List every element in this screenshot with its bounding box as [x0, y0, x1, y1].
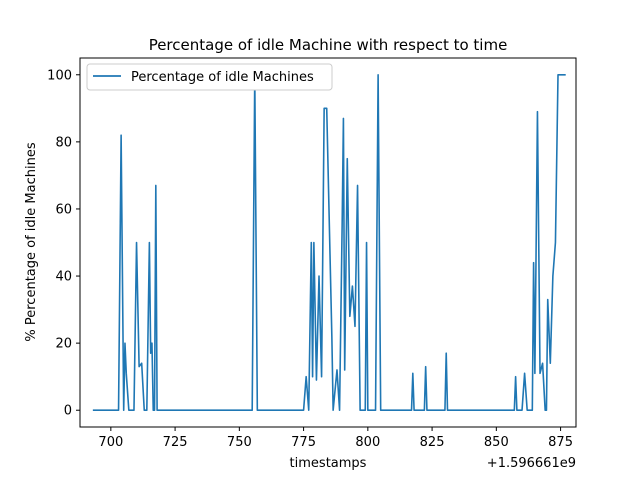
- x-tick-label: 825: [420, 435, 445, 450]
- x-tick-label: 850: [484, 435, 509, 450]
- series-group: [92, 73, 566, 412]
- x-tick-label: 750: [227, 435, 252, 450]
- x-axis-label: timestamps: [290, 456, 367, 471]
- y-tick-label: 100: [47, 68, 72, 83]
- y-axis-label: % Percentage of idle Machines: [24, 142, 39, 341]
- series-line-0: [92, 73, 566, 412]
- x-tick-label: 800: [355, 435, 380, 450]
- plot-area: [79, 57, 577, 428]
- x-tick-label: 875: [548, 435, 573, 450]
- chart-title: Percentage of idle Machine with respect …: [149, 36, 508, 54]
- y-tick-label: 40: [55, 270, 72, 285]
- x-tick-label: 775: [291, 435, 316, 450]
- x-axis-offset-label: +1.596661e9: [487, 456, 576, 471]
- y-axis-ticks: 0 20 40 60 80 100: [47, 68, 80, 419]
- legend-box: [86, 63, 333, 91]
- x-axis-ticks: 700 725 750 775 800 825 850 875: [98, 427, 573, 450]
- y-tick-label: 60: [55, 202, 72, 217]
- y-tick-label: 0: [64, 404, 72, 419]
- y-tick-label: 80: [55, 135, 72, 150]
- legend: Percentage of idle Machines: [86, 63, 333, 91]
- y-tick-label: 20: [55, 337, 72, 352]
- x-tick-label: 725: [163, 435, 188, 450]
- x-tick-label: 700: [98, 435, 123, 450]
- legend-label: Percentage of idle Machines: [131, 70, 314, 85]
